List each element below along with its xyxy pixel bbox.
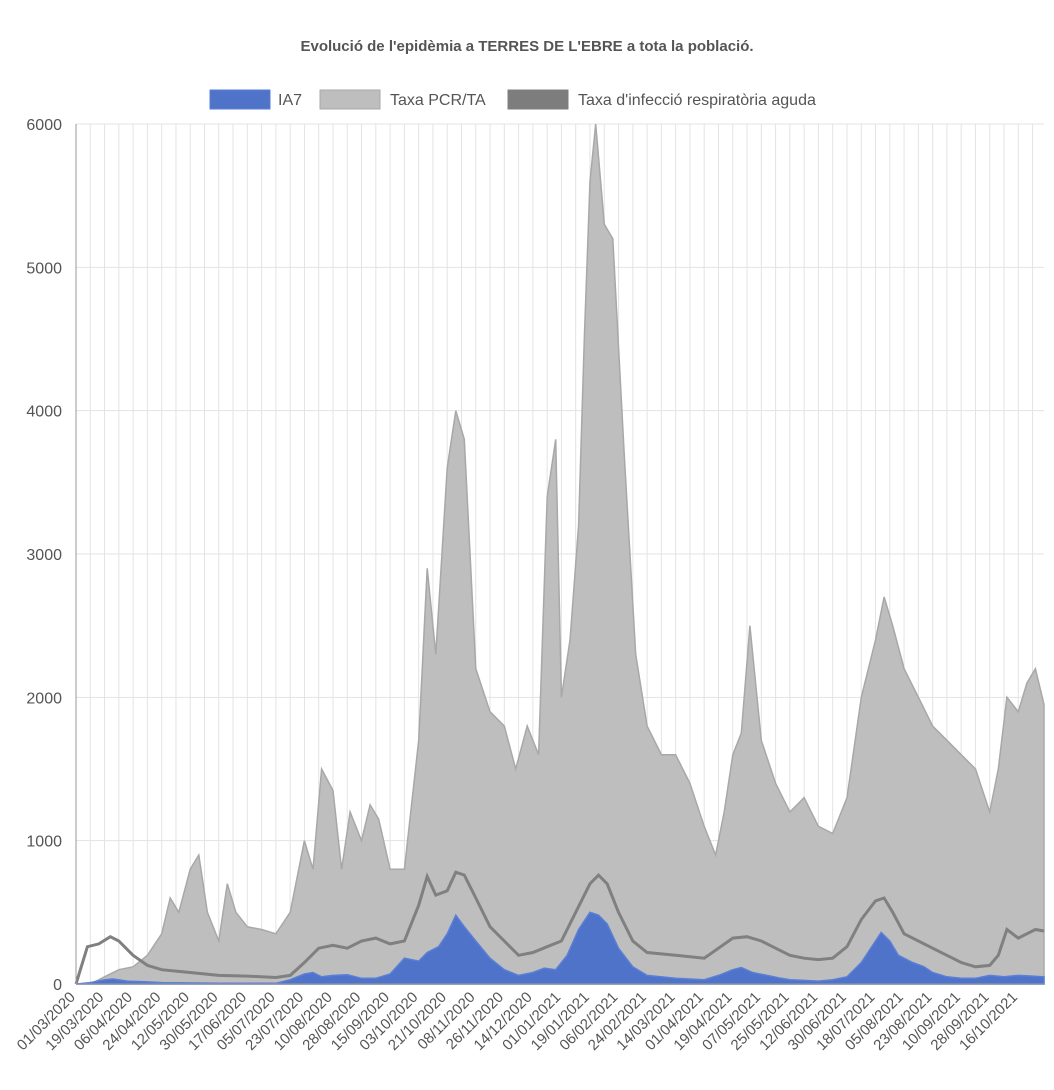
- series-line-2: [74, 870, 1045, 985]
- legend: IA7 Taxa PCR/TA Taxa d'infecció respiratòr…: [209, 89, 816, 110]
- legend-label-1: Taxa PCR/TA: [390, 92, 486, 109]
- legend-label-2: Taxa d'infecció respiratòria aguda: [578, 92, 816, 109]
- y-tick-label-3: 3000: [26, 547, 62, 564]
- axes: [75, 124, 1044, 985]
- legend-label-0: IA7: [278, 92, 302, 109]
- legend-swatch-2: [507, 89, 569, 110]
- y-tick-label-2: 2000: [26, 690, 62, 707]
- y-tick-label-0: 0: [53, 977, 62, 994]
- legend-swatch-0: [209, 89, 271, 110]
- y-tick-label-1: 1000: [26, 834, 62, 851]
- y-tick-label-5: 5000: [26, 260, 62, 277]
- legend-swatch-1: [319, 89, 381, 110]
- x-tick-labels: 01/03/202019/03/202006/04/202024/04/2020…: [14, 989, 1021, 1054]
- series-areas: [74, 123, 1045, 985]
- series-area-1: [76, 123, 1045, 985]
- y-tick-labels: 0 1000 2000 3000 4000 5000 6000: [26, 117, 62, 994]
- series-area-0: [75, 911, 1045, 985]
- chart-title: Evolució de l'epidèmia a TERRES DE L'EBR…: [300, 38, 754, 55]
- y-tick-label-4: 4000: [26, 404, 62, 421]
- y-tick-label-6: 6000: [26, 117, 62, 134]
